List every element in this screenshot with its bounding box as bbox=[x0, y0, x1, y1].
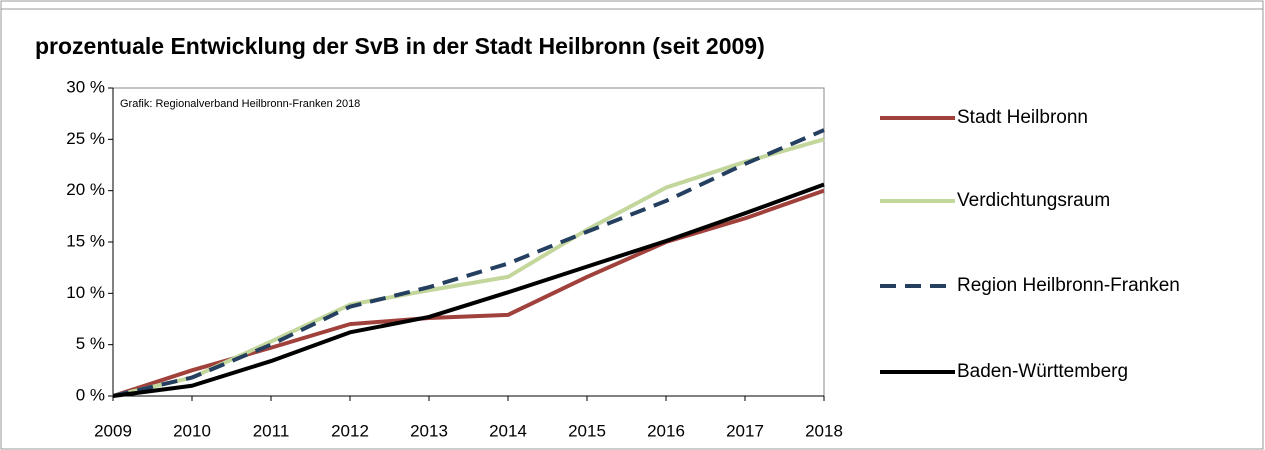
legend-label: Baden-Württemberg bbox=[957, 361, 1128, 382]
series-line bbox=[112, 128, 825, 398]
x-tick-label: 2015 bbox=[568, 421, 606, 440]
x-tick-label: 2009 bbox=[94, 421, 132, 440]
x-tick-label: 2017 bbox=[726, 421, 764, 440]
y-tick-label: 10 % bbox=[66, 283, 105, 302]
x-tick-label: 2018 bbox=[805, 421, 843, 440]
plot-area bbox=[112, 87, 825, 397]
x-tick-label: 2016 bbox=[647, 421, 685, 440]
y-tick-label: 20 % bbox=[66, 180, 105, 199]
y-tick-label: 30 % bbox=[66, 77, 105, 96]
y-tick-label: 0 % bbox=[76, 385, 105, 404]
y-tick-label: 5 % bbox=[76, 334, 105, 353]
annotation: Grafik: Regionalverband Heilbronn-Franke… bbox=[120, 98, 360, 110]
series-line bbox=[112, 137, 825, 398]
y-tick-label: 15 % bbox=[66, 231, 105, 250]
chart-title: prozentuale Entwicklung der SvB in der S… bbox=[35, 33, 765, 59]
legend-label: Stadt Heilbronn bbox=[957, 107, 1088, 128]
series-line bbox=[112, 182, 825, 398]
legend-label: Region Heilbronn-Franken bbox=[957, 275, 1180, 296]
x-tick-label: 2013 bbox=[410, 421, 448, 440]
x-tick-label: 2012 bbox=[331, 421, 369, 440]
x-tick-label: 2010 bbox=[173, 421, 211, 440]
x-tick-label: 2014 bbox=[489, 421, 527, 440]
x-tick-label: 2011 bbox=[253, 421, 290, 440]
y-tick-label: 25 % bbox=[66, 129, 105, 148]
legend-label: Verdichtungsraum bbox=[957, 190, 1110, 211]
